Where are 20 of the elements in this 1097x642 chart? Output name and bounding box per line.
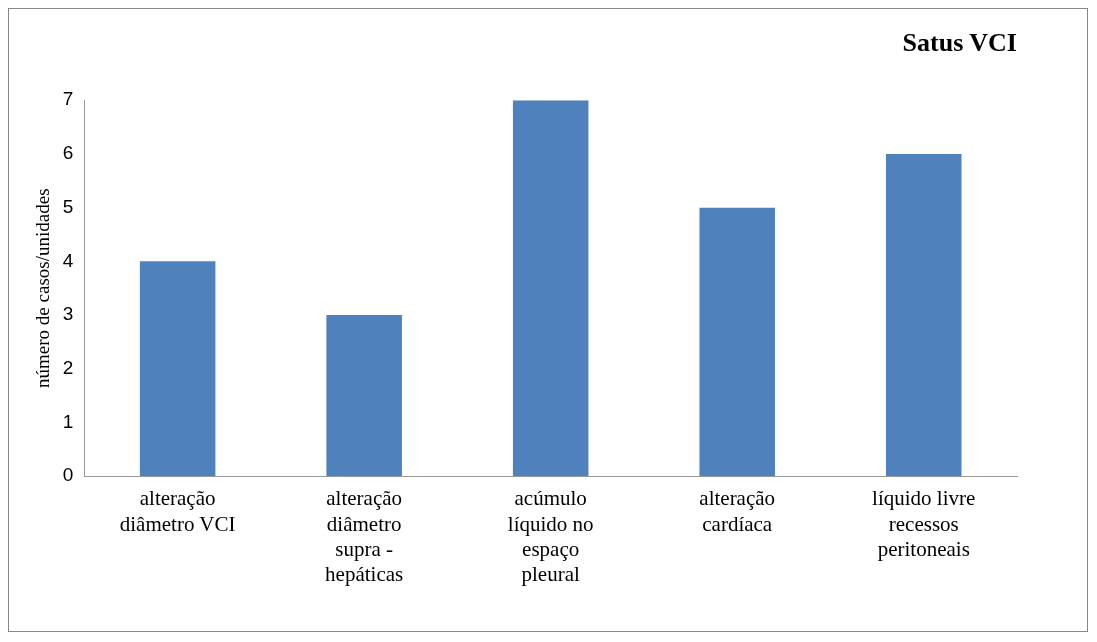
y-tick-label: 5	[62, 195, 74, 217]
x-tick-label: alteração diâmetro VCI	[119, 486, 236, 536]
x-tick-label: alteração diâmetro supra - hepáticas	[325, 486, 404, 586]
y-tick-label: 3	[62, 303, 74, 325]
bar	[699, 207, 775, 477]
x-tick-label: alteração cardíaca	[699, 486, 776, 536]
bar	[885, 153, 962, 477]
x-tick-label: líquido livre recessos peritoneais	[872, 486, 976, 561]
y-tick-label: 0	[62, 464, 74, 486]
chart-title: Satus VCI	[902, 28, 1017, 58]
x-tick-label: acúmulo líquido no espaço pleural	[507, 486, 594, 586]
y-tick-label: 2	[62, 357, 74, 379]
y-tick-label: 7	[62, 88, 74, 110]
y-tick-label: 1	[62, 410, 74, 432]
bar	[326, 315, 402, 477]
bar	[139, 261, 216, 477]
y-axis-title: número de casos/unidades	[32, 188, 54, 388]
y-tick-label: 4	[62, 249, 74, 271]
y-tick-label: 6	[62, 142, 74, 164]
bar	[512, 100, 589, 477]
